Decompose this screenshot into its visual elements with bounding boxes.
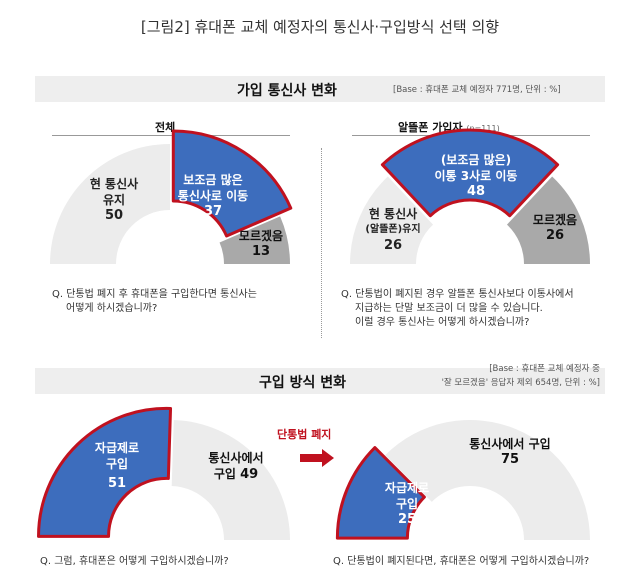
chart2-question-line2: 지급하는 단말 보조금이 더 많을 수 있습니다.	[355, 303, 543, 314]
chart2-label-move-line2: 이통 3사로 이동	[434, 169, 518, 183]
section2-base-line1: [Base : 휴대폰 교체 예정자 중	[489, 364, 600, 374]
chart1-label-move-line1: 보조금 많은	[183, 173, 243, 187]
chart3-slice-2	[171, 420, 290, 540]
chart2-label-unknown: 모르겠음 26	[520, 212, 590, 244]
chart1-label-keep-line1: 현 통신사	[89, 177, 139, 191]
chart1-slice-2	[171, 129, 293, 238]
chart1-label-unknown-line1: 모르겠음	[238, 229, 284, 243]
chart3-label-self: 자급제로 구입 51	[82, 440, 152, 492]
chart4-value-carrier: 75	[500, 452, 520, 467]
chart4-slice-1	[335, 446, 426, 540]
chart2-slice-1	[350, 176, 434, 264]
chart1-value-unknown: 13	[251, 244, 271, 259]
section2-band	[35, 368, 605, 394]
chart3-label-self-line1: 자급제로	[94, 441, 140, 455]
chart2-value-unknown: 26	[545, 228, 565, 243]
chart2-label-keep: 현 통신사 (알뜰폰)유지 26	[351, 206, 435, 254]
chart3-label-carrier: 통신사에서 구입 49	[196, 450, 276, 483]
section2-title: 구입 방식 변화	[259, 375, 347, 391]
arrow-label: 단통법 폐지	[277, 428, 332, 441]
chart3-label-carrier-line2: 구입	[213, 467, 236, 481]
chart1-label-unknown: 모르겠음 13	[226, 228, 296, 260]
chart4-label-carrier-line1: 통신사에서 구입	[469, 437, 551, 451]
chart3-label-carrier-line1: 통신사에서	[208, 451, 264, 465]
chart3-value-self: 51	[107, 476, 127, 491]
chart1-question-line2: 어떻게 하시겠습니까?	[66, 303, 158, 314]
chart1-label-keep-line2: 유지	[102, 193, 126, 207]
chart2-question-line3: 이럴 경우 통신사는 어떻게 하시겠습니까?	[355, 317, 530, 328]
chart2-label-unknown-line1: 모르겠음	[532, 213, 578, 227]
chart1-label-move: 보조금 많은 통신사로 이동 37	[168, 172, 258, 220]
chart1-subtitle: 전체	[155, 121, 176, 134]
chart1-question: Q. 단통법 폐지 후 휴대폰을 구입한다면 통신사는 어떻게 하시겠습니까?	[52, 288, 257, 316]
chart2-label-move-line1: (보조금 많은)	[440, 153, 512, 167]
right-arrow-icon	[300, 449, 334, 467]
section1-base: [Base : 휴대폰 교체 예정자 771명, 단위 : %]	[393, 85, 561, 95]
chart1-value-move: 37	[203, 204, 223, 219]
chart4-label-self: 자급제로 구입 25	[372, 480, 442, 528]
chart4-label-self-line2: 구입	[395, 497, 419, 511]
chart2-slice-3	[506, 176, 590, 264]
chart3-label-self-line2: 구입	[105, 457, 129, 471]
chart2-label-keep-line1: 현 통신사	[368, 207, 418, 221]
chart2-label-keep-line2: (알뜰폰)유지	[365, 224, 421, 235]
chart2-slice-2	[380, 128, 560, 218]
chart4-slice-2	[385, 420, 590, 540]
section1-title: 가입 통신사 변화	[237, 83, 337, 99]
chart2-label-move: (보조금 많은) 이통 3사로 이동 48	[424, 152, 528, 200]
chart4-label-self-line1: 자급제로	[384, 481, 430, 495]
chart3-slice-1	[37, 406, 173, 538]
chart4-label-carrier: 통신사에서 구입 75	[455, 436, 565, 468]
chart1-label-keep: 현 통신사 유지 50	[68, 176, 160, 224]
chart2-value-keep: 26	[383, 238, 403, 253]
chart2-subtitle-note: (n=111)	[466, 124, 500, 133]
chart1-slice-3	[219, 216, 290, 264]
chart2-question-line1: Q. 단통법이 폐지된 경우 알뜰폰 통신사보다 이통사에서	[341, 289, 574, 300]
section2-base-line2: '잘 모르겠음' 응답자 제외 654명, 단위 : %]	[441, 378, 600, 388]
chart1-slice-1	[50, 144, 170, 264]
chart1-value-keep: 50	[104, 208, 124, 223]
chart1-question-line1: Q. 단통법 폐지 후 휴대폰을 구입한다면 통신사는	[52, 289, 257, 300]
chart3-question: Q. 그럼, 휴대폰은 어떻게 구입하시겠습니까?	[40, 556, 229, 567]
chart1-label-move-line2: 통신사로 이동	[177, 189, 249, 203]
chart3-value-carrier: 49	[240, 467, 259, 482]
page-title: [그림2] 휴대폰 교체 예정자의 통신사·구입방식 선택 의향	[140, 18, 500, 36]
chart1-subtitle-rule	[52, 135, 290, 136]
chart2-question: Q. 단통법이 폐지된 경우 알뜰폰 통신사보다 이통사에서 지급하는 단말 보…	[341, 288, 574, 330]
section1-band	[35, 76, 605, 102]
section1-divider	[321, 148, 322, 338]
chart4-question: Q. 단통법이 폐지된다면, 휴대폰은 어떻게 구입하시겠습니까?	[333, 556, 590, 567]
chart2-value-move: 48	[466, 184, 486, 199]
chart4-value-self: 25	[397, 512, 417, 527]
